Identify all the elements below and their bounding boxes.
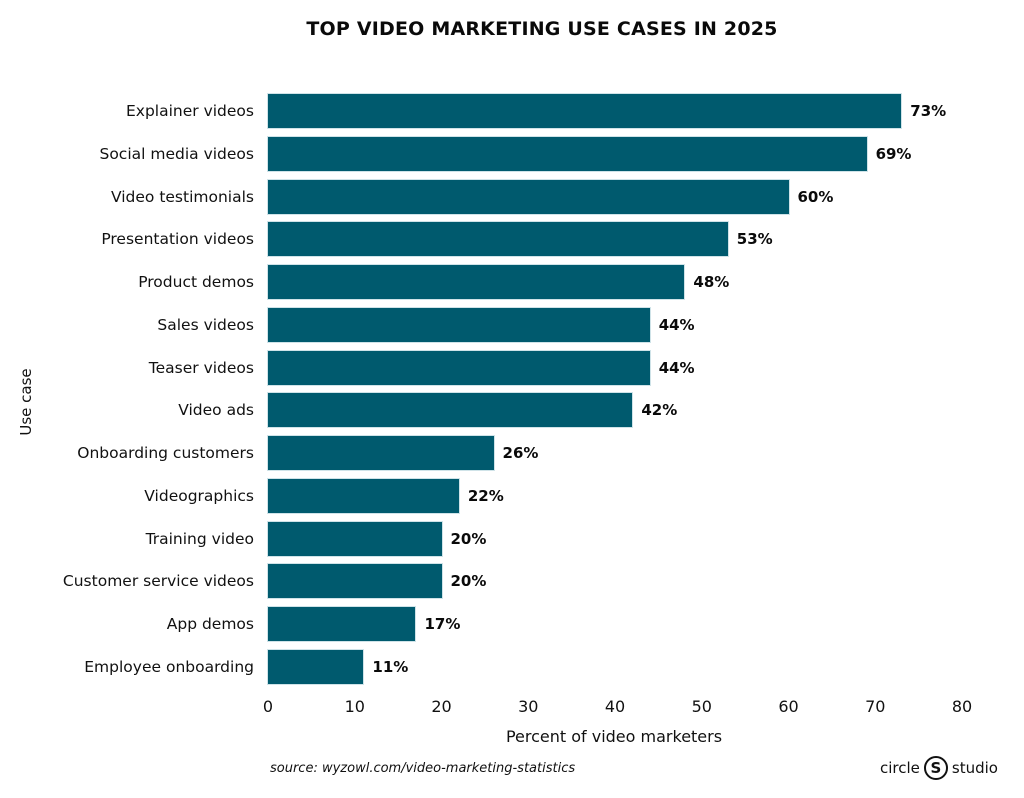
x-tick-label: 0 (262, 697, 274, 716)
bar (268, 436, 494, 470)
value-label: 48% (693, 273, 730, 291)
value-label: 22% (467, 486, 504, 505)
bar (268, 350, 650, 385)
brand-text-left: circle (880, 759, 920, 777)
category-label: Explainer videos (126, 102, 254, 120)
bar (268, 478, 459, 513)
bar (268, 393, 633, 428)
bar-row: Teaser videos 44% (0, 350, 1024, 385)
category-label: Customer service videos (62, 572, 254, 591)
category-label: Presentation videos (101, 230, 254, 249)
bar-row: Explainer videos 73% (0, 94, 1024, 128)
x-tick-label: 30 (518, 697, 539, 716)
bar (268, 222, 728, 257)
bar (268, 265, 685, 299)
x-axis-label: Percent of video marketers (505, 727, 723, 746)
x-tick-label: 80 (951, 697, 973, 716)
category-label: Video testimonials (110, 187, 254, 206)
brand-logo: circle S studio (880, 756, 998, 780)
source-note: source: wyzowl.com/video-marketing-stati… (270, 761, 576, 776)
x-tick-label: 70 (865, 697, 886, 716)
bar-row: Presentation videos 53% (0, 222, 1024, 257)
category-label: Teaser videos (148, 358, 254, 377)
bar-row: Social media videos 69% (0, 136, 1024, 171)
category-label: Video ads (178, 401, 254, 420)
bar-row: Sales videos 44% (0, 307, 1024, 342)
bar (268, 607, 416, 641)
category-label: App demos (166, 615, 254, 633)
bar-row: Onboarding customers 26% (0, 436, 1024, 470)
value-label: 44% (658, 358, 695, 377)
category-label: Videographics (144, 486, 254, 505)
circle-s-logo-icon: S (923, 756, 948, 780)
bar (268, 649, 364, 684)
category-label: Product demos (138, 273, 254, 291)
x-tick-label: 60 (778, 697, 799, 716)
value-label: 17% (424, 615, 461, 633)
value-label: 60% (797, 187, 834, 206)
bar-row: Video ads 42% (0, 393, 1024, 428)
value-label: 11% (372, 657, 409, 676)
bar-row: Employee onboarding 11% (0, 649, 1024, 684)
bar-row: Training video 20% (0, 521, 1024, 556)
value-label: 53% (736, 230, 773, 249)
value-label: 73% (910, 102, 947, 120)
x-tick-label: 20 (431, 697, 452, 716)
x-tick-label: 40 (604, 697, 626, 716)
brand-text-right: studio (951, 759, 998, 777)
bar (268, 179, 789, 214)
category-label: Social media videos (99, 144, 254, 163)
bar (268, 136, 867, 171)
category-label: Sales videos (157, 315, 254, 334)
bar (268, 564, 442, 599)
bar-row: Product demos 48% (0, 265, 1024, 299)
value-label: 20% (450, 529, 487, 548)
category-label: Training video (145, 529, 254, 548)
bar-row: Videographics 22% (0, 478, 1024, 513)
chart-title: TOP VIDEO MARKETING USE CASES IN 2025 (306, 18, 778, 40)
value-label: 20% (450, 572, 487, 591)
bar (268, 94, 902, 128)
value-label: 44% (658, 315, 695, 334)
bar-row: App demos 17% (0, 607, 1024, 641)
bar-row: Video testimonials 60% (0, 179, 1024, 214)
category-label: Employee onboarding (84, 657, 254, 676)
value-label: 69% (875, 144, 912, 163)
bar-row: Customer service videos 20% (0, 564, 1024, 599)
value-label: 42% (641, 401, 678, 420)
x-tick-label: 10 (344, 697, 365, 716)
x-tick-label: 50 (691, 697, 712, 716)
category-label: Onboarding customers (77, 444, 254, 462)
bar (268, 307, 650, 342)
bar (268, 521, 442, 556)
value-label: 26% (502, 444, 539, 462)
